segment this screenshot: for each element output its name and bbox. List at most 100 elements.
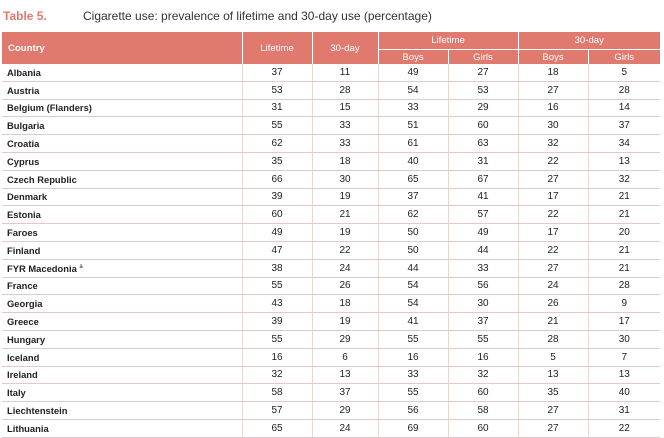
table-row: Liechtenstein 57 29 56 58 27 31 [2,401,660,420]
cell-30-day-girls: 21 [587,241,660,260]
cell-30-day-girls: 37 [587,116,660,136]
cell-lifetime-boys: 16 [377,348,448,367]
cell-30-day: 30 [311,170,378,189]
cell-lifetime: 49 [241,223,312,242]
cell-lifetime: 39 [241,188,312,207]
cell-lifetime-boys: 56 [377,401,448,420]
country-name: Croatia [7,138,40,150]
cell-country: Croatia [2,134,242,153]
country-name: FYR Macedonia [7,262,77,274]
table-row: Cyprus 35 18 40 31 22 13 [2,152,660,171]
cell-lifetime-girls: 49 [447,223,518,242]
cell-30-day: 26 [311,277,378,296]
table-row: Ireland 32 13 33 32 13 13 [2,366,660,385]
cell-country: Greece [2,312,242,331]
cell-30-day-boys: 27 [517,401,588,420]
cell-country: Estonia [2,205,242,225]
cell-lifetime-boys: 55 [377,330,448,349]
header-30-day-boys: Boys [517,49,588,64]
cell-lifetime-girls: 67 [447,170,518,189]
table-body: Albania 37 11 49 27 18 5 Austria 53 28 54 53 27 28 Bel… [2,64,660,438]
country-name: Italy [7,387,26,399]
cell-30-day-girls: 30 [587,330,660,349]
table-header: Country Lifetime 30-day Lifetime 30-day … [2,32,660,64]
cell-30-day: 13 [311,366,378,385]
country-name: Denmark [7,191,48,203]
cell-lifetime: 32 [241,366,312,385]
cell-30-day-boys: 22 [517,205,588,225]
table-caption: Table 5. Cigarette use: prevalence of li… [0,0,664,32]
cell-30-day: 24 [311,419,378,438]
cell-30-day-girls: 28 [587,81,660,100]
cell-lifetime-boys: 54 [377,81,448,100]
cell-lifetime: 58 [241,383,312,403]
footnote-marker: a [79,263,83,270]
cell-lifetime: 43 [241,294,312,314]
cell-lifetime-girls: 41 [447,188,518,207]
country-name: Czech Republic [7,173,77,185]
header-30-day-group: 30-day [517,32,660,50]
cell-lifetime-girls: 60 [447,419,518,438]
cell-30-day-girls: 21 [587,205,660,225]
country-name: Finland [7,244,41,256]
cell-30-day-girls: 32 [587,170,660,189]
cell-lifetime-boys: 33 [377,366,448,385]
cell-country: Denmark [2,188,242,207]
cell-country: FYR Macedonia a [2,259,242,278]
cell-lifetime: 57 [241,401,312,420]
cell-30-day: 37 [311,383,378,403]
cell-30-day: 33 [311,134,378,153]
cell-lifetime-boys: 50 [377,241,448,260]
cell-lifetime-boys: 50 [377,223,448,242]
cell-lifetime-boys: 40 [377,152,448,171]
cell-lifetime: 47 [241,241,312,260]
cell-30-day: 21 [311,205,378,225]
cell-lifetime-girls: 44 [447,241,518,260]
country-name: Estonia [7,209,41,221]
cell-country: Bulgaria [2,116,242,136]
cell-30-day-boys: 27 [517,81,588,100]
cell-lifetime: 38 [241,259,312,278]
cell-lifetime-girls: 56 [447,277,518,296]
table-row: Faroes 49 19 50 49 17 20 [2,223,660,242]
table-row: Belgium (Flanders) 31 15 33 29 16 14 [2,99,660,118]
cell-30-day: 33 [311,116,378,136]
cell-lifetime: 55 [241,277,312,296]
cell-30-day-boys: 13 [517,366,588,385]
cell-country: Liechtenstein [2,401,242,420]
cell-30-day-boys: 32 [517,134,588,153]
cell-country: Georgia [2,294,242,314]
cell-lifetime: 35 [241,152,312,171]
table-row: Italy 58 37 55 60 35 40 [2,383,660,403]
table-row: Bulgaria 55 33 51 60 30 37 [2,116,660,136]
country-name: Bulgaria [7,120,45,132]
cell-30-day: 28 [311,81,378,100]
country-name: Liechtenstein [7,405,68,417]
cell-country: Lithuania [2,419,242,438]
cell-lifetime-boys: 37 [377,188,448,207]
cell-30-day-girls: 22 [587,419,660,438]
cell-country: France [2,277,242,296]
cell-lifetime: 60 [241,205,312,225]
cell-30-day: 18 [311,152,378,171]
header-country: Country [2,32,242,64]
table-row: Iceland 16 6 16 16 5 7 [2,348,660,367]
country-name: Belgium (Flanders) [7,102,92,114]
cell-lifetime: 16 [241,348,312,367]
cell-30-day: 29 [311,330,378,349]
cell-30-day: 11 [311,64,378,82]
cell-lifetime-girls: 30 [447,294,518,314]
cell-lifetime-boys: 62 [377,205,448,225]
cell-lifetime-boys: 61 [377,134,448,153]
cell-lifetime: 53 [241,81,312,100]
cell-30-day-girls: 21 [587,259,660,278]
header-lifetime-boys: Boys [377,49,448,64]
cigarette-use-table: Country Lifetime 30-day Lifetime 30-day … [2,32,660,438]
header-30-day: 30-day [311,32,378,64]
cell-30-day-girls: 28 [587,277,660,296]
table-row: Croatia 62 33 61 63 32 34 [2,134,660,153]
cell-country: Cyprus [2,152,242,171]
cell-30-day: 18 [311,294,378,314]
cell-country: Hungary [2,330,242,349]
cell-30-day: 6 [311,348,378,367]
